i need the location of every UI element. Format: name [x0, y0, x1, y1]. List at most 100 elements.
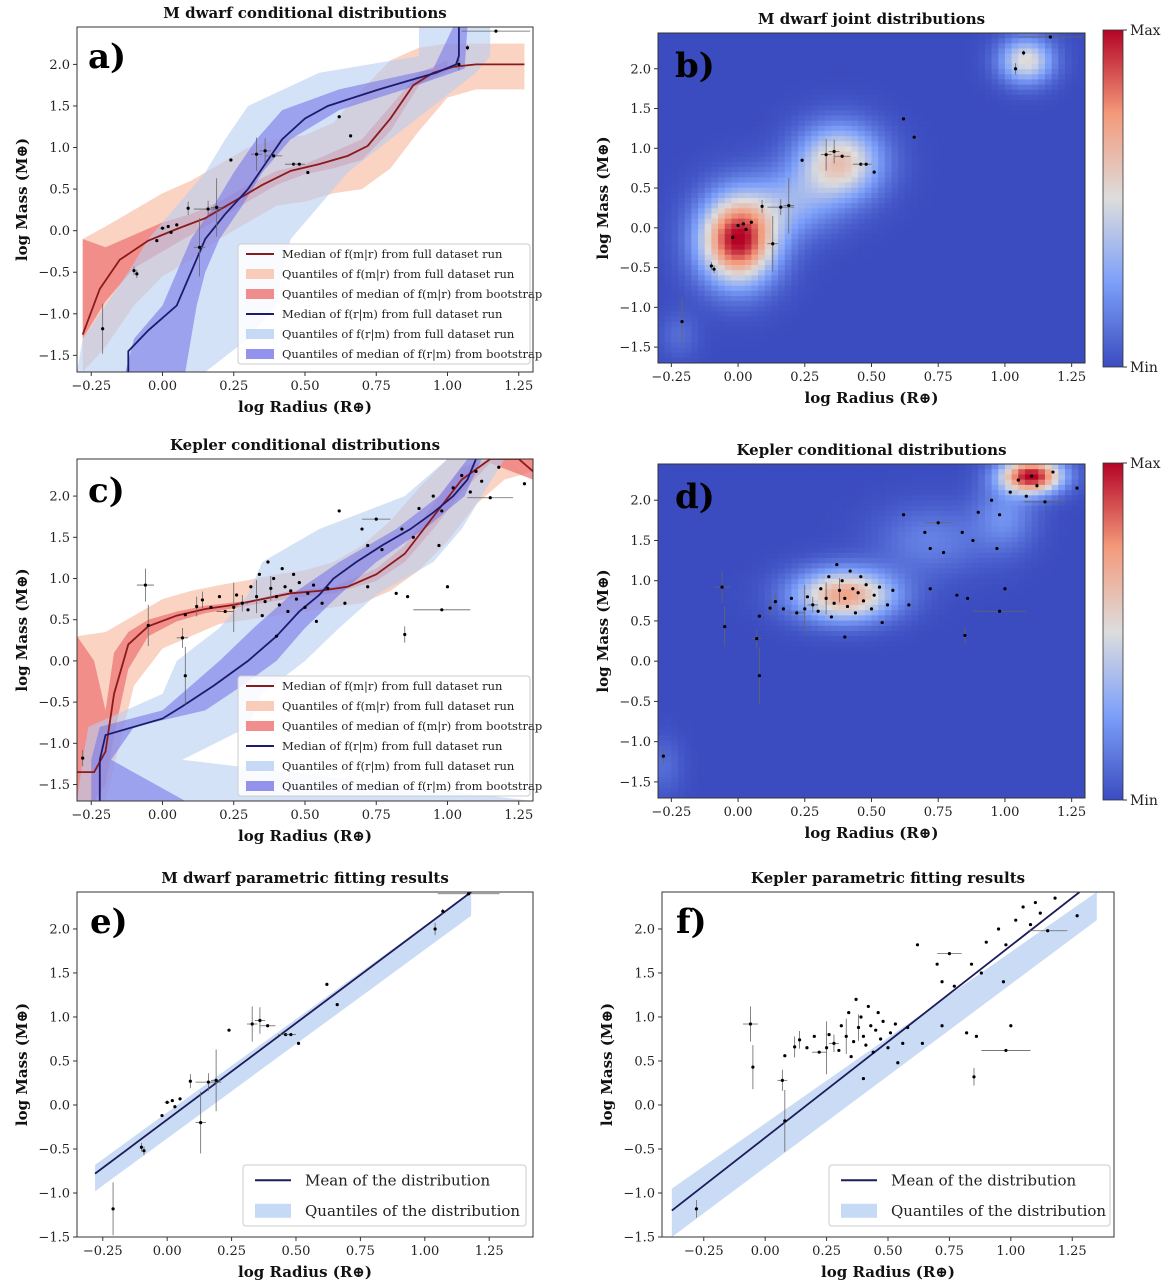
heatmap-cell: [678, 290, 686, 297]
heatmap-cell: [784, 38, 793, 44]
heatmap-cell: [851, 141, 859, 148]
heatmap-cell: [1078, 249, 1085, 256]
heatmap-cell: [1044, 69, 1053, 75]
heatmap-cell: [1031, 259, 1039, 266]
heatmap-cell: [751, 48, 759, 55]
heatmap-cell: [891, 321, 899, 328]
heatmap-cell: [898, 38, 906, 44]
heatmap-cell: [824, 275, 833, 282]
heatmap-cell: [804, 357, 813, 363]
heatmap-cell: [784, 326, 793, 333]
heatmap-cell: [891, 146, 899, 153]
heatmap-cell: [964, 259, 973, 266]
heatmap-cell: [724, 167, 732, 173]
heatmap-cell: [1058, 38, 1066, 44]
heatmap-cell: [1064, 223, 1073, 230]
panel-label: a): [88, 37, 126, 77]
data-point: [779, 205, 783, 209]
heatmap-cell: [878, 79, 886, 86]
heatmap-cell: [1011, 43, 1019, 50]
heatmap-cell: [671, 505, 679, 512]
heatmap-cell: [1064, 270, 1073, 276]
heatmap-cell: [991, 182, 999, 189]
heatmap-cell: [698, 347, 706, 354]
data-point: [286, 609, 290, 614]
heatmap-cell: [764, 156, 773, 163]
heatmap-cell: [1018, 63, 1026, 70]
heatmap-cell: [924, 239, 933, 246]
heatmap-cell: [678, 249, 686, 256]
heatmap-cell: [1051, 244, 1059, 251]
heatmap-cell: [964, 326, 973, 333]
heatmap-cell: [1038, 141, 1046, 148]
heatmap-cell: [864, 285, 873, 292]
heatmap-cell: [698, 761, 706, 768]
heatmap-cell: [1031, 69, 1039, 75]
heatmap-cell: [884, 79, 893, 86]
heatmap-cell: [678, 234, 686, 240]
heatmap-cell: [664, 604, 672, 611]
heatmap-cell: [1024, 275, 1033, 282]
heatmap-cell: [698, 182, 706, 189]
heatmap-cell: [678, 239, 686, 246]
heatmap-cell: [1031, 203, 1039, 209]
heatmap-cell: [951, 332, 959, 338]
heatmap-cell: [858, 337, 866, 343]
heatmap-cell: [684, 469, 692, 476]
heatmap-cell: [784, 58, 793, 65]
heatmap-cell: [744, 167, 752, 173]
heatmap-cell: [864, 249, 873, 256]
heatmap-cell: [1078, 161, 1085, 168]
heatmap-cell: [664, 198, 672, 204]
heatmap-cell: [1071, 187, 1079, 194]
data-point: [269, 586, 273, 590]
heatmap-cell: [671, 693, 679, 700]
heatmap-cell: [1078, 53, 1085, 60]
heatmap-cell: [671, 709, 679, 716]
heatmap-cell: [1078, 352, 1085, 359]
y-tick-label: −0.5: [38, 696, 70, 711]
heatmap-cell: [1064, 311, 1073, 318]
heatmap-cell: [818, 192, 826, 199]
heatmap-cell: [1064, 125, 1073, 132]
heatmap-cell: [671, 777, 679, 783]
heatmap-cell: [1071, 290, 1079, 297]
heatmap-cell: [738, 74, 746, 81]
heatmap-cell: [898, 89, 906, 96]
heatmap-cell: [698, 172, 706, 178]
heatmap-cell: [698, 505, 706, 512]
heatmap-cell: [818, 84, 826, 91]
heatmap-cell: [1024, 177, 1033, 184]
heatmap-cell: [844, 63, 853, 70]
heatmap-cell: [951, 48, 959, 55]
heatmap-cell: [691, 167, 699, 173]
heatmap-cell: [951, 69, 959, 75]
heatmap-cell: [1031, 105, 1039, 111]
heatmap-cell: [738, 347, 746, 354]
heatmap-cell: [811, 347, 819, 354]
heatmap-cell: [1044, 161, 1053, 168]
heatmap-cell: [1071, 63, 1079, 70]
heatmap-cell: [671, 500, 679, 507]
heatmap-cell: [684, 301, 692, 307]
heatmap-cell: [704, 316, 712, 323]
heatmap-cell: [824, 94, 833, 101]
heatmap-cell: [898, 58, 906, 65]
heatmap-cell: [964, 110, 973, 117]
heatmap-cell: [811, 84, 819, 91]
heatmap-cell: [711, 490, 719, 496]
heatmap-cell: [678, 120, 686, 127]
heatmap-cell: [671, 646, 679, 653]
heatmap-cell: [924, 254, 933, 261]
heatmap-cell: [831, 167, 839, 173]
heatmap-cell: [691, 620, 699, 627]
heatmap-cell: [658, 693, 666, 700]
heatmap-cell: [884, 290, 893, 297]
heatmap-cell: [858, 259, 866, 266]
heatmap-cell: [758, 182, 766, 189]
heatmap-cell: [944, 347, 953, 354]
heatmap-cell: [704, 683, 712, 690]
heatmap-cell: [911, 259, 919, 266]
heatmap-cell: [658, 326, 666, 333]
heatmap-cell: [924, 172, 933, 178]
